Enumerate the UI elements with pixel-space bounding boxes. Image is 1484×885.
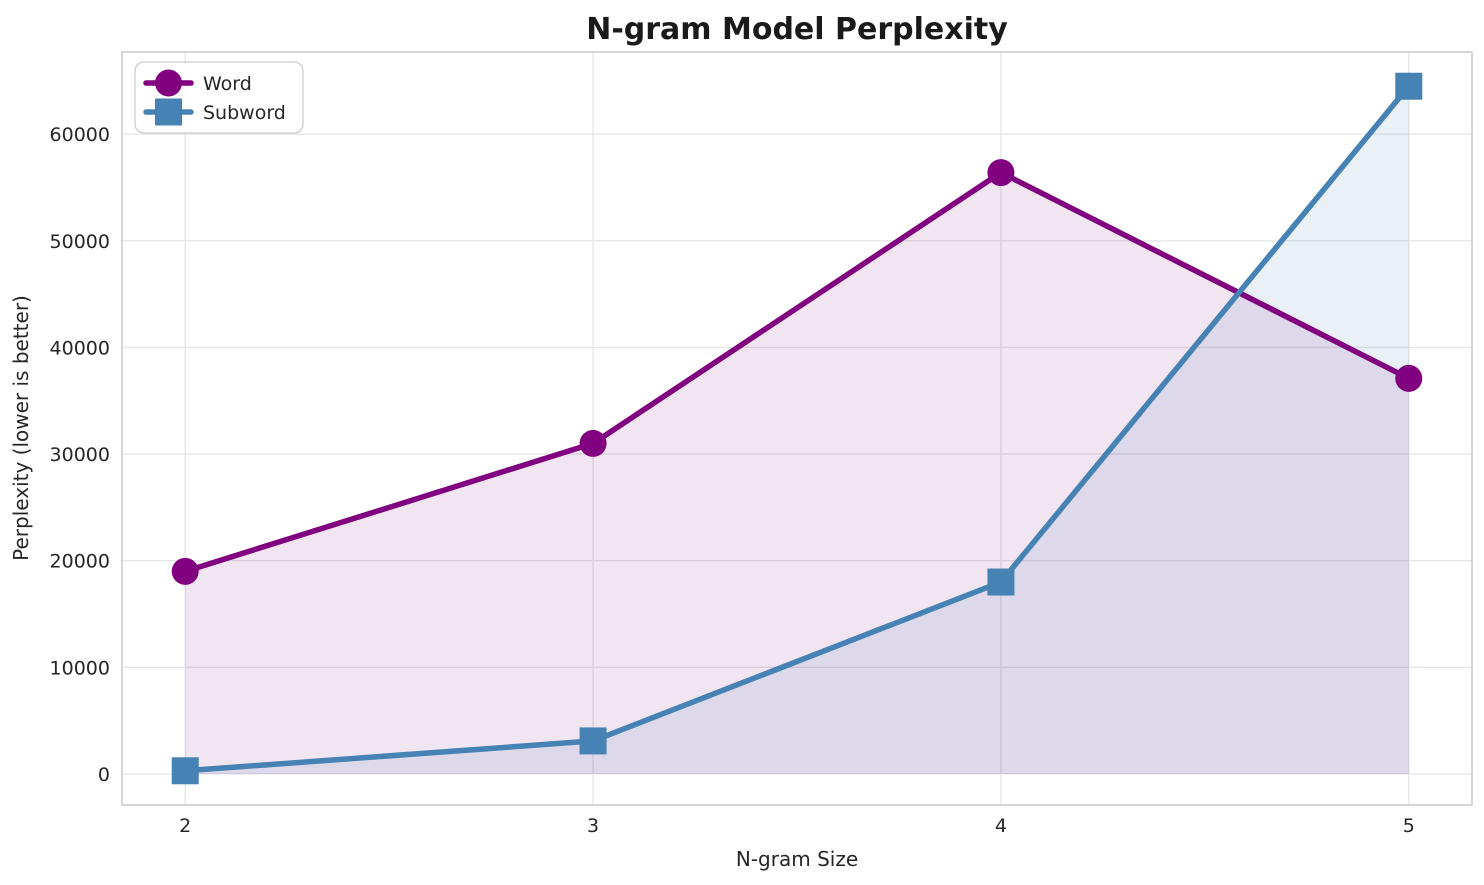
legend-label: Subword [203,102,286,124]
x-axis-label: N-gram Size [736,847,858,871]
y-tick-label: 20000 [50,551,110,573]
ticks-layer: 0 10000 20000 30000 40000 50000 60000 2 3 4 5 [50,124,1415,837]
legend-marker-square [155,98,182,126]
word-marker-circle [987,159,1015,187]
x-tick-label: 4 [995,815,1007,837]
word-marker-circle [579,429,607,457]
subword-marker-square [171,757,199,785]
subword-marker-square [987,568,1015,596]
legend: Word Subword [134,61,304,134]
x-tick-label: 3 [587,815,599,837]
y-tick-label: 50000 [50,231,110,253]
y-tick-label: 0 [98,764,110,786]
legend-marker-circle [155,69,182,97]
series-layer [171,72,1423,785]
x-tick-label: 5 [1403,815,1415,837]
word-area-fill [185,172,1409,774]
grid-layer [122,52,1472,805]
word-line [182,169,1412,575]
y-tick-label: 40000 [50,337,110,359]
subword-area-fill [185,86,1409,774]
word-marker-circle [171,557,199,585]
legend-label: Word [203,73,252,95]
chart-title: N-gram Model Perplexity [586,12,1008,47]
subword-marker-square [579,727,607,755]
word-marker-circle [1395,364,1423,392]
y-axis-label: Perplexity (lower is better) [9,295,33,561]
y-tick-label: 30000 [50,444,110,466]
y-tick-label: 10000 [50,657,110,679]
x-tick-label: 2 [179,815,191,837]
y-tick-label: 60000 [50,124,110,146]
subword-line [182,83,1412,774]
subword-marker-square [1395,72,1423,100]
plot-border [121,51,1473,806]
